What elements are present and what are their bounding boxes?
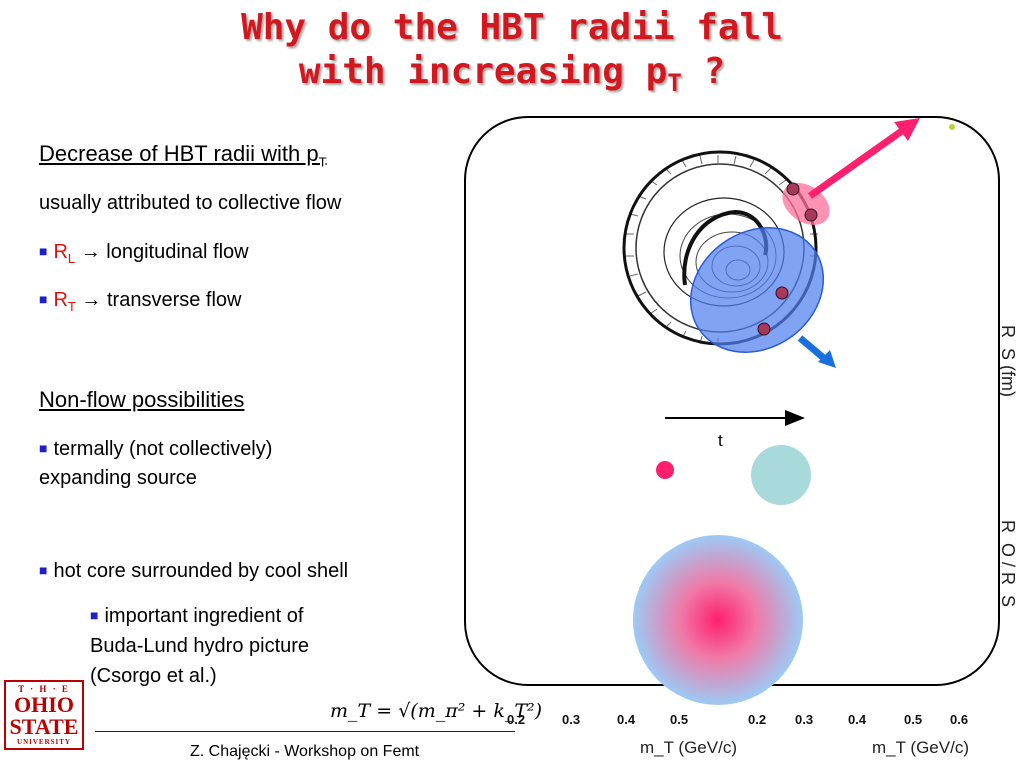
small-hot-source <box>656 461 674 479</box>
time-label: t <box>718 431 723 450</box>
bullet-rl-sub: L <box>67 251 76 266</box>
subbullet-line1: ■ important ingredient of <box>90 604 303 629</box>
pink-arrowhead <box>894 118 920 141</box>
tick-right-0: 0.2 <box>748 712 767 727</box>
bullet-rl-symbol: R <box>53 241 68 263</box>
bullet-thermal-text: termally (not collectively) <box>53 438 273 460</box>
tick-left-1: 0.3 <box>562 712 581 727</box>
bullet-hot-core-text: hot core surrounded by cool shell <box>53 560 349 582</box>
mt-label-right: m_T (GeV/c) <box>872 738 969 757</box>
subbullet-text: important ingredient of <box>104 605 304 627</box>
heading-decrease-sub: T <box>318 154 327 170</box>
formula-mt: m_T = √(m_π² + k_T²) <box>330 700 543 722</box>
logo-the: T · H · E <box>18 684 70 694</box>
tick-left-2: 0.4 <box>617 712 636 727</box>
logo-state: STATE <box>9 714 79 739</box>
bullet-thermal-line2: expanding source <box>39 467 197 489</box>
hot-core-cool-shell <box>633 535 803 705</box>
heading-nonflow: Non-flow possibilities <box>39 387 245 412</box>
tick-left-3: 0.5 <box>670 712 689 727</box>
bullet-thermal-line1: ■ termally (not collectively) <box>39 437 272 462</box>
emission-points <box>757 182 818 336</box>
bullet-icon: ■ <box>39 562 48 578</box>
subbullet-line2: Buda-Lund hydro picture <box>90 635 310 657</box>
tick-right-2: 0.4 <box>848 712 867 727</box>
pink-momentum-arrow <box>807 125 909 199</box>
footer-divider <box>95 731 515 732</box>
bullet-rt-symbol: R <box>53 289 68 311</box>
subbullet-line3: (Csorgo et al.) <box>90 665 217 687</box>
slide-title: Why do the HBT radii fall with increasin… <box>0 6 1024 105</box>
tick-right-3: 0.5 <box>904 712 923 727</box>
logo-box: T · H · E OHIO STATE UNIVERSITY <box>4 680 84 750</box>
bullet-rt-sub: T <box>67 299 76 314</box>
tick-right-4: 0.6 <box>950 712 969 727</box>
ohio-state-logo: T · H · E OHIO STATE UNIVERSITY <box>4 680 84 764</box>
bullet-icon: ■ <box>39 291 48 307</box>
plot-marker <box>949 124 955 130</box>
tick-right-1: 0.3 <box>795 712 814 727</box>
logo-ohio: OHIO <box>14 692 74 717</box>
text-collective-flow: usually attributed to collective flow <box>39 192 342 214</box>
bullet-longitudinal: ■ RL → longitudinal flow <box>39 240 249 271</box>
bullet-rl-text: → longitudinal flow <box>75 241 249 263</box>
heading-decrease-main: Decrease of HBT radii with p <box>39 141 319 166</box>
tick-left-0: 0.2 <box>507 712 526 727</box>
footer-text: Z. Chajęcki - Workshop on Femt <box>190 743 420 760</box>
bullet-icon: ■ <box>39 440 48 456</box>
bullet-icon: ■ <box>90 607 99 623</box>
logo-university: UNIVERSITY <box>17 738 71 746</box>
bullet-transverse: ■ RT → transverse flow <box>39 288 241 319</box>
title-line1: Why do the HBT radii fall <box>241 7 783 48</box>
bullet-icon: ■ <box>39 243 48 259</box>
title-line2: with increasing pT ? <box>0 50 1024 105</box>
title-line2-end: ? <box>681 51 726 92</box>
title-line2-sub: T <box>667 69 682 98</box>
blue-emission-region <box>689 227 825 353</box>
title-line2-main: with increasing p <box>298 51 668 92</box>
blue-momentum-arrow <box>797 335 829 363</box>
expanded-cool-source <box>751 445 811 505</box>
heading-decrease: Decrease of HBT radii with pT <box>39 142 327 174</box>
bullet-rt-text: → transverse flow <box>75 289 242 311</box>
blue-arrowhead <box>818 350 836 368</box>
mt-label-left: m_T (GeV/c) <box>640 738 737 757</box>
bullet-hot-core: ■ hot core surrounded by cool shell <box>39 559 348 584</box>
